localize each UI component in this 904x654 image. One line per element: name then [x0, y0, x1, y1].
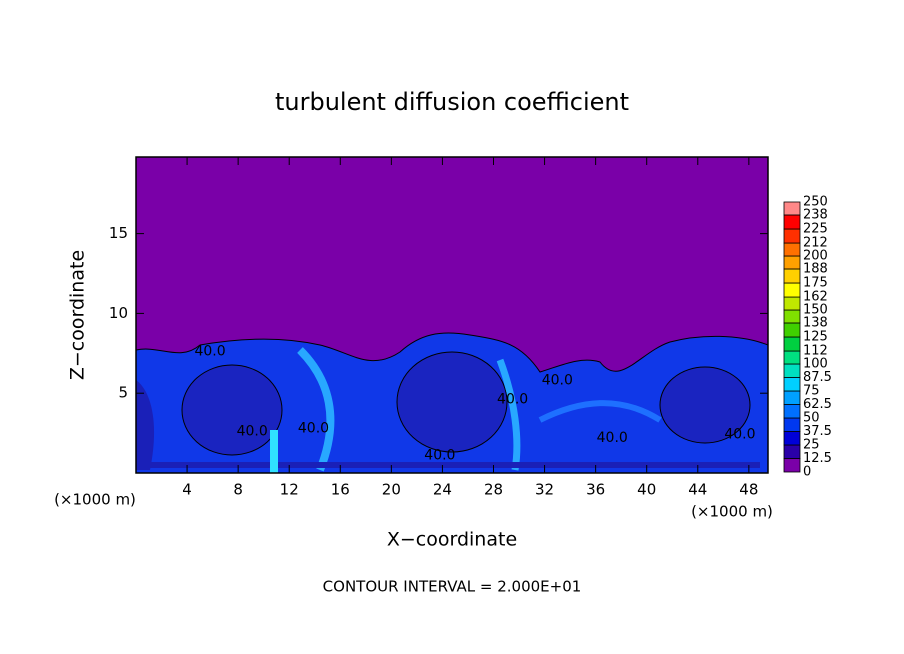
colorbar-label: 188: [803, 261, 828, 276]
contour-label: 40.0: [424, 447, 455, 463]
chart-title: turbulent diffusion coefficient: [275, 88, 629, 116]
y-tick-label: 15: [109, 224, 128, 242]
colorbar-label: 87.5: [803, 370, 832, 385]
x-tick-label: 28: [484, 481, 503, 499]
colorbar-label: 225: [803, 222, 828, 237]
colorbar-segment: [783, 336, 801, 352]
field-streak: [496, 358, 521, 471]
x-tick-label: 36: [586, 481, 605, 499]
colorbar-segment: [783, 296, 801, 311]
colorbar-label: 212: [803, 236, 828, 251]
colorbar-label: 25: [803, 438, 820, 453]
colorbar-segment: [783, 417, 801, 432]
field-region: [659, 366, 751, 444]
x-tick-label: 20: [382, 481, 401, 499]
colorbar-segment: [783, 431, 801, 446]
colorbar-segment: [783, 242, 801, 257]
x-tick-label: 12: [280, 481, 299, 499]
colorbar-segment: [783, 309, 801, 324]
colorbar-segment: [783, 214, 801, 230]
plot-frame: [135, 156, 769, 474]
colorbar-segment: [783, 350, 801, 365]
x-tick-label: 16: [331, 481, 350, 499]
contour-label: 40.0: [724, 427, 755, 443]
colorbar-label: 175: [803, 276, 828, 291]
y-tick-label: 10: [109, 304, 128, 322]
colorbar-label: 238: [803, 207, 828, 222]
contour-label: 40.0: [194, 344, 225, 360]
colorbar-label: 162: [803, 290, 828, 305]
colorbar-label: 12.5: [803, 451, 832, 466]
colorbar-label: 62.5: [803, 397, 832, 412]
x-axis-label: X−coordinate: [387, 529, 517, 551]
colorbar-segment: [783, 390, 801, 405]
field-region: [136, 380, 155, 470]
colorbar-label: 0: [803, 465, 811, 480]
x-tick-label: 32: [535, 481, 554, 499]
colorbar-segment: [783, 458, 801, 473]
colorbar-label: 37.5: [803, 424, 832, 439]
x-tick-label: 40: [637, 481, 656, 499]
field-region: [181, 364, 283, 456]
field-streak: [297, 347, 335, 472]
colorbar-segment: [783, 363, 801, 378]
contour-label: 40.0: [597, 430, 628, 446]
colorbar-segment: [783, 377, 801, 392]
x-tick-label: 44: [688, 481, 707, 499]
colorbar-segment: [783, 444, 801, 459]
colorbar-segment: [783, 322, 801, 338]
field-streak: [538, 400, 662, 423]
contour-label: 40.0: [497, 392, 528, 408]
x-tick-label: 4: [182, 481, 192, 499]
colorbar-label: 50: [803, 411, 820, 426]
contour-label: 40.0: [237, 424, 268, 440]
colorbar-segment: [783, 201, 801, 216]
colorbar-segment: [783, 228, 801, 244]
colorbar-label: 125: [803, 330, 828, 345]
x-unit-label: (×1000 m): [691, 503, 773, 521]
colorbar-segment: [783, 255, 801, 270]
x-tick-label: 8: [233, 481, 243, 499]
field-streak: [270, 430, 278, 473]
contour-label: 40.0: [298, 420, 329, 436]
x-tick-label: 24: [433, 481, 452, 499]
x-unit-label: (×1000 m): [54, 491, 136, 509]
footer: CONTOUR INTERVAL = 2.000E+01: [323, 578, 582, 596]
colorbar-segment: [783, 268, 801, 284]
field-region: [396, 351, 508, 453]
colorbar-label: 75: [803, 384, 820, 399]
x-tick-label: 48: [739, 481, 758, 499]
colorbar-label: 100: [803, 357, 828, 372]
colorbar-segment: [783, 282, 801, 298]
colorbar-label: 250: [803, 195, 828, 210]
y-axis-label: Z−coordinate: [67, 250, 89, 380]
colorbar-label: 112: [803, 344, 828, 359]
plot-field: [135, 156, 769, 474]
contour-label: 40.0: [542, 372, 573, 388]
colorbar-label: 150: [803, 303, 828, 318]
colorbar-label: 138: [803, 315, 828, 330]
colorbar-label: 200: [803, 249, 828, 264]
y-tick-label: 5: [118, 384, 128, 402]
colorbar-segment: [783, 404, 801, 419]
